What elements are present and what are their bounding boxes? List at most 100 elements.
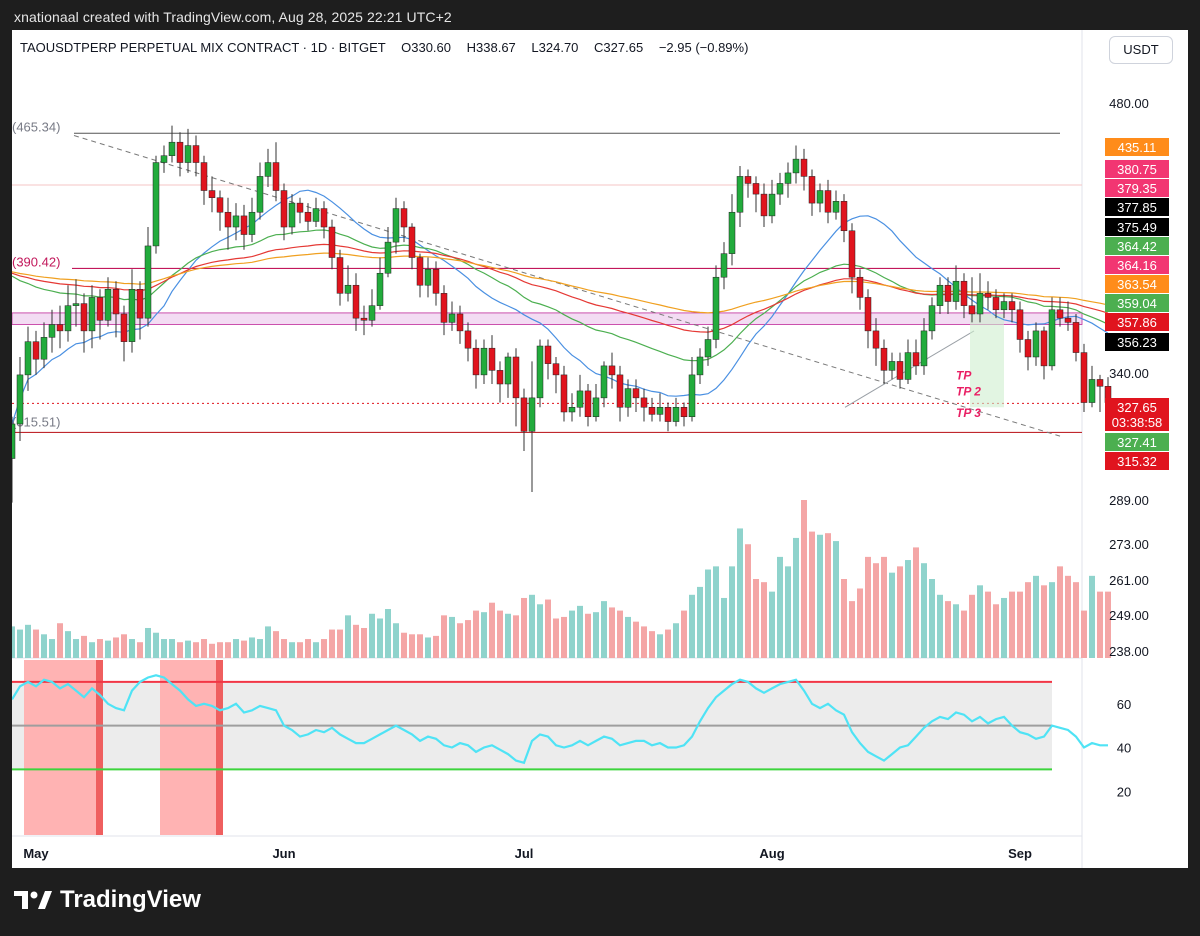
price-tag-label: 327.41 (1117, 435, 1157, 450)
volume-bar (297, 642, 303, 658)
ohlc-high: H338.67 (466, 40, 516, 55)
price-tag-bg (1105, 275, 1169, 293)
candle-body (456, 313, 464, 332)
volume-bar (57, 623, 63, 658)
volume-bar (393, 623, 399, 658)
candle-body (912, 352, 920, 367)
price-tag: 364.16 (1105, 256, 1169, 274)
price-axis-tick: 340.00 (1109, 366, 1149, 381)
candle-body (16, 374, 24, 425)
candle-body (352, 284, 360, 319)
candle-body (368, 305, 376, 321)
ohlc-open: O330.60 (401, 40, 451, 55)
price-tag: 364.42 (1105, 237, 1169, 255)
volume-bar (369, 613, 375, 658)
volume-bar (145, 627, 151, 658)
volume-bar (537, 604, 543, 658)
sma-100-line (12, 243, 1109, 333)
candle-body (96, 297, 104, 321)
volume-axis-tick: 238.00 (1109, 644, 1149, 659)
level-label-resistance: (390.42) (12, 254, 60, 269)
symbol-name[interactable]: TAOUSDTPERP PERPETUAL MIX CONTRACT · 1D … (20, 40, 386, 55)
volume-bar (1009, 591, 1015, 658)
volume-bar (681, 610, 687, 658)
candle-body (256, 176, 264, 213)
candle-body (392, 208, 400, 243)
volume-bar (617, 610, 623, 658)
candle-body (136, 289, 144, 319)
volume-bar (1065, 575, 1071, 658)
candle-body (192, 145, 200, 163)
volume-bar (833, 541, 839, 658)
volume-bar (409, 634, 415, 658)
candle-body (40, 337, 48, 360)
volume-bar (657, 634, 663, 658)
candle-body (464, 330, 472, 349)
volume-bar (753, 579, 759, 658)
price-tag: 380.75 (1105, 160, 1169, 178)
candle-body (1072, 322, 1080, 353)
rsi-overbought-edge (216, 660, 223, 835)
volume-bar (825, 533, 831, 658)
price-tag-label: 363.54 (1117, 277, 1157, 292)
tradingview-logo-icon (14, 891, 52, 909)
candle-body (600, 365, 608, 399)
candle-body (784, 172, 792, 184)
volume-bar (705, 569, 711, 658)
price-tag-label: 377.85 (1117, 200, 1157, 215)
tp-box (970, 313, 1004, 408)
currency-button[interactable]: USDT (1109, 36, 1173, 64)
volume-bar (121, 634, 127, 658)
candle-body (1064, 317, 1072, 323)
volume-bar (713, 566, 719, 658)
volume-bar (97, 639, 103, 658)
candle-body (248, 211, 256, 235)
volume-bar (905, 560, 911, 658)
volume-bar (265, 626, 271, 658)
volume-bar (801, 500, 807, 658)
volume-bar (1097, 591, 1103, 658)
volume-bar (233, 639, 239, 658)
chart-panel[interactable]: (465.34) (390.42) (315.51) TP TP 2 TP 3 480.00… (12, 30, 1188, 868)
price-tag-label: 364.16 (1117, 258, 1157, 273)
candle-body (80, 303, 88, 332)
candle-body (496, 370, 504, 385)
candle-body (432, 269, 440, 294)
candle-body (1088, 379, 1096, 403)
volume-bar (697, 586, 703, 658)
candle-body (904, 352, 912, 380)
price-tag: 379.35 (1105, 179, 1169, 197)
volume-bar (33, 629, 39, 658)
candle-body (336, 257, 344, 294)
rsi-axis-tick: 40 (1117, 741, 1131, 756)
candle-body (160, 155, 168, 163)
volume-bar (385, 609, 391, 658)
ohlc-close: C327.65 (594, 40, 644, 55)
volume-bar (513, 615, 519, 658)
volume-bar (881, 556, 887, 658)
candle-body (704, 339, 712, 358)
volume-bar (401, 632, 407, 658)
volume-bar (473, 610, 479, 658)
volume-bar (353, 624, 359, 658)
volume-bar (481, 612, 487, 658)
supply-zone-rect (12, 312, 1083, 325)
price-tag-label: 356.23 (1117, 335, 1157, 350)
candle-body (808, 176, 816, 204)
time-axis-label: Jun (272, 846, 295, 861)
volume-bar (721, 597, 727, 658)
candle-body (1000, 301, 1008, 311)
candle-body (864, 297, 872, 332)
candle-body (504, 356, 512, 385)
candle-body (416, 257, 424, 286)
price-tag-bg (1105, 433, 1169, 451)
volume-bar (585, 613, 591, 658)
volume-bar (313, 642, 319, 658)
volume-bar (177, 642, 183, 658)
candle-body (720, 253, 728, 278)
tp1-label: TP (956, 368, 972, 382)
candle-body (1016, 309, 1024, 340)
price-tag: 375.49 (1105, 218, 1169, 236)
volume-axis-tick: 249.00 (1109, 608, 1149, 623)
